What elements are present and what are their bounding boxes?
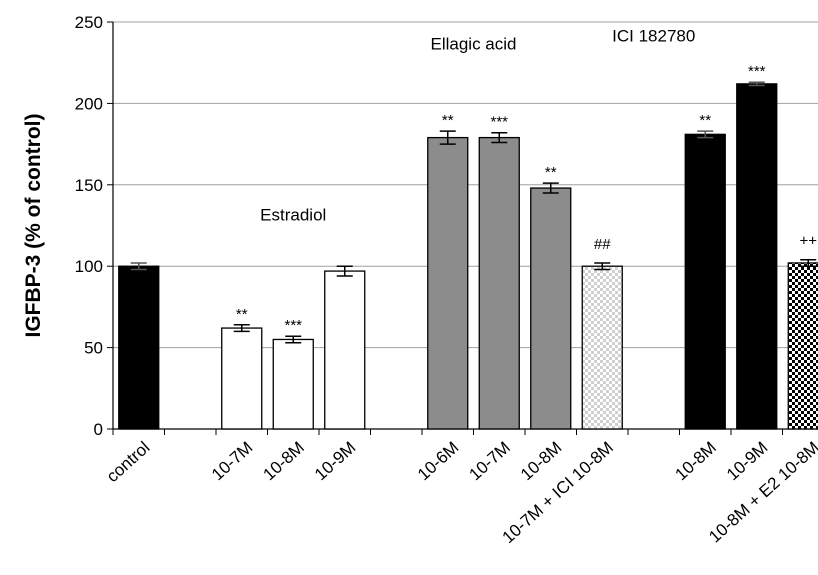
category-label: 10-8M <box>671 438 720 484</box>
significance-label: *** <box>284 317 302 334</box>
bar <box>427 136 469 430</box>
bar <box>272 338 314 430</box>
significance-label: ## <box>594 236 611 253</box>
category-label: 10-8M <box>517 438 566 484</box>
y-axis-title: IGFBP-3 (% of control) <box>22 114 45 338</box>
bar <box>530 187 572 430</box>
group-label: Ellagic acid <box>431 35 517 54</box>
bars <box>118 81 818 430</box>
bar <box>684 133 726 430</box>
category-label: control <box>103 438 154 486</box>
significance-label: ++ <box>799 233 817 250</box>
significance-label: *** <box>748 63 766 80</box>
y-tick-label: 250 <box>75 13 103 32</box>
significance-label: ** <box>545 164 557 181</box>
bar <box>787 262 818 430</box>
category-label: 10-7M <box>208 438 257 484</box>
category-label: 10-9M <box>311 438 360 484</box>
category-label: 10-8M <box>259 438 308 484</box>
y-tick-label: 150 <box>75 176 103 195</box>
bar <box>118 265 160 430</box>
bar <box>324 270 366 430</box>
significance-label: ** <box>236 306 248 323</box>
bar <box>581 265 623 430</box>
category-label: 10-7M <box>465 438 514 484</box>
y-tick-label: 0 <box>94 420 103 439</box>
group-label: ICI 182780 <box>612 27 695 46</box>
significance-label: *** <box>490 114 508 131</box>
bar <box>221 327 263 430</box>
category-label: 10-9M <box>723 438 772 484</box>
bar <box>478 136 520 430</box>
significance-label: ** <box>699 112 711 129</box>
significance-label: ** <box>442 112 454 129</box>
group-label: Estradiol <box>260 206 326 225</box>
y-tick-label: 100 <box>75 257 103 276</box>
category-label: 10-6M <box>414 438 463 484</box>
y-tick-label: 50 <box>84 339 103 358</box>
bar <box>736 83 778 430</box>
y-tick-label: 200 <box>75 94 103 113</box>
